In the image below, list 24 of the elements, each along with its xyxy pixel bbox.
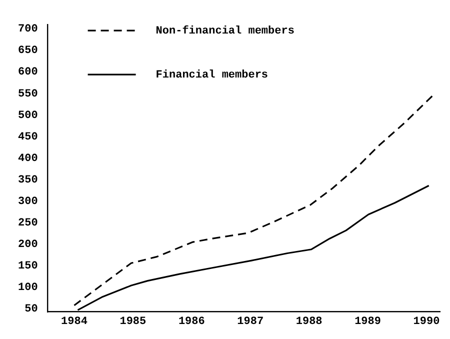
y-tick-label: 600	[18, 66, 38, 79]
y-tick-label: 150	[18, 260, 38, 272]
y-tick-label: 400	[18, 152, 38, 165]
legend-label: Financial members	[156, 69, 268, 82]
y-tick-label: 650	[18, 45, 38, 58]
y-tick-label: 300	[18, 196, 38, 208]
x-tick-label: 1986	[178, 316, 205, 328]
y-tick-label: 450	[18, 131, 38, 144]
y-tick-label: 250	[18, 217, 38, 230]
x-tick-label: 1989	[354, 316, 381, 328]
y-tick-label: 700	[18, 24, 38, 36]
x-tick-label: 1987	[237, 316, 264, 328]
x-tick-label: 1988	[296, 316, 323, 328]
y-tick-label: 100	[18, 282, 38, 294]
y-tick-label: 550	[18, 88, 38, 100]
x-tick-label: 1990	[413, 316, 440, 328]
line-series	[73, 94, 434, 306]
y-tick-label: 350	[18, 174, 38, 186]
x-tick-label: 1984	[61, 316, 88, 328]
y-tick-label: 200	[18, 238, 38, 251]
legend-label: Non-financial members	[156, 24, 294, 38]
y-tick-label: 500	[18, 110, 38, 122]
x-tick-label: 1985	[120, 316, 147, 328]
y-tick-label: 50	[24, 304, 38, 316]
